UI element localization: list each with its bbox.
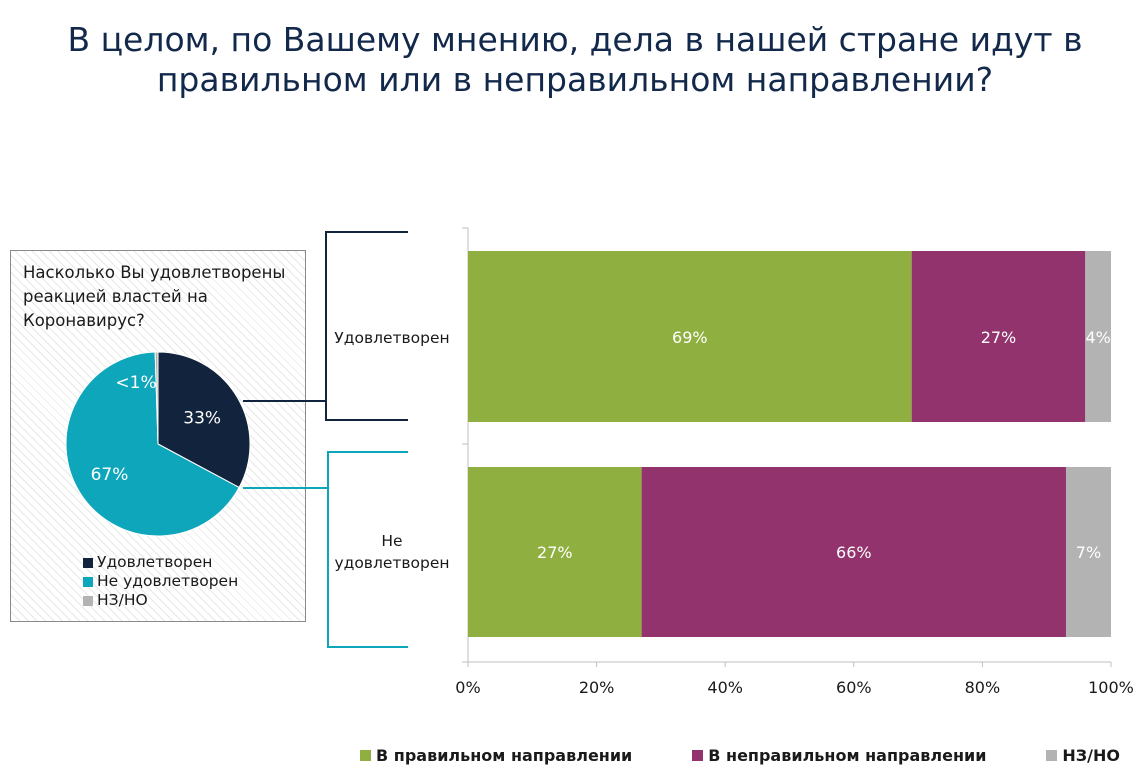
bar-legend-item: В неправильном направлении [692,746,986,765]
legend-label: В неправильном направлении [708,746,987,765]
bar-value-label: 4% [1085,328,1110,347]
bar-value-label: 7% [1076,543,1101,562]
page-title: В целом, по Вашему мнению, дела в нашей … [67,20,1083,99]
legend-swatch [1046,750,1058,761]
bar-legend: В правильном направлении В неправильном … [360,746,1120,765]
bar-segment [1085,251,1111,422]
bracket-satisfied [325,231,408,421]
pie-value-label: 67% [91,465,129,485]
pie-legend-item: НЗ/НО [83,591,238,610]
pie-slice [154,351,159,445]
category-label-line: Не [381,532,402,550]
legend-swatch [83,557,93,568]
x-tick-label: 0% [455,678,480,697]
x-tick-label: 100% [1088,678,1134,697]
bar-segment [468,251,912,422]
bar-value-label: 69% [672,328,708,347]
pie-value-label: <1% [115,373,156,393]
x-tick-label: 20% [579,678,615,697]
legend-label: В правильном направлении [376,746,633,765]
pie-slice [65,351,240,537]
legend-swatch [692,750,704,761]
bar-value-label: 27% [537,543,573,562]
legend-label: НЗ/НО [97,591,148,609]
pie-question: Насколько Вы удовлетворены реакцией влас… [23,263,286,330]
bar-value-label: 27% [981,328,1017,347]
pie-legend-item: Удовлетворен [83,553,238,572]
pie-value-label: 33% [183,409,221,429]
legend-swatch [360,750,371,761]
legend-label: НЗ/НО [1062,746,1120,765]
pie-legend: Удовлетворен Не удовлетворен НЗ/НО [83,553,238,610]
bar-legend-item: В правильном направлении [360,746,632,765]
x-tick-label: 60% [836,678,872,697]
bar-segment [911,251,1086,422]
legend-label: Удовлетворен [97,553,213,571]
bar-segment [1065,467,1111,637]
category-label-line: удовлетворен [334,554,449,572]
bar-legend-item: НЗ/НО [1046,746,1120,765]
bar-segment [641,467,1066,637]
pie-legend-item: Не удовлетворен [83,572,238,591]
x-tick-label: 40% [707,678,743,697]
bar-value-label: 66% [836,543,872,562]
x-tick-label: 80% [965,678,1001,697]
bar-segment [468,467,642,637]
category-label: Удовлетворен [334,329,449,347]
legend-swatch [83,576,93,587]
bracket-unsatisfied [327,451,408,648]
legend-label: Не удовлетворен [97,572,239,590]
legend-swatch [83,595,93,606]
pie-slice [157,351,251,489]
pie-panel: Насколько Вы удовлетворены реакцией влас… [10,250,306,622]
